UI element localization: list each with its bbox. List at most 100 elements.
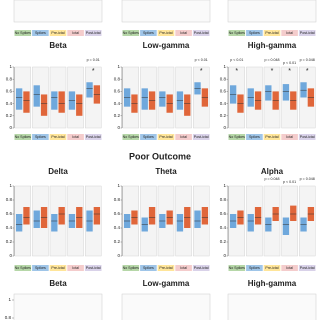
category-chip xyxy=(84,134,102,140)
y-tick-label: 0.2 xyxy=(6,239,13,244)
p-value: p = 0.048 xyxy=(300,58,315,62)
box xyxy=(51,214,58,232)
y-tick-label: 0.6 xyxy=(220,211,227,216)
box xyxy=(290,205,297,221)
panel-frame xyxy=(121,0,211,23)
box xyxy=(40,94,48,116)
box xyxy=(265,85,272,101)
category-chip xyxy=(32,265,49,271)
p-value: p < 0.01 xyxy=(195,58,208,62)
category-label: Spikes xyxy=(249,266,260,270)
category-chip xyxy=(32,134,49,140)
category-label: Ictal xyxy=(180,135,187,139)
cropped-top-panels xyxy=(13,0,317,23)
category-chip xyxy=(246,265,263,271)
group-frame xyxy=(263,66,281,129)
box xyxy=(184,94,191,116)
panel-title: Beta xyxy=(49,41,67,50)
panel-title: High-gamma xyxy=(248,279,297,288)
y-tick-label: 0.2 xyxy=(114,239,121,244)
category-label: Post-ictal xyxy=(300,31,315,35)
y-tick-label: 0.4 xyxy=(220,101,227,106)
significance-star: * xyxy=(288,68,291,75)
category-label: Pre-ictal xyxy=(159,266,172,270)
box xyxy=(254,207,262,225)
category-label: Pre-ictal xyxy=(159,135,172,139)
panel-frame xyxy=(13,0,103,23)
category-chip xyxy=(122,265,140,271)
panel-frame xyxy=(13,293,103,320)
category-label: No Spikes xyxy=(123,266,140,270)
category-chip xyxy=(49,30,67,36)
y-tick-label: 0.8 xyxy=(114,197,121,202)
category-chip xyxy=(298,265,316,271)
y-tick-label: 0.8 xyxy=(220,197,227,202)
category-label: Spikes xyxy=(249,31,260,35)
group-frame xyxy=(175,185,192,257)
category-label: Ictal xyxy=(180,266,187,270)
category-label: Post-ictal xyxy=(194,31,209,35)
category-chip xyxy=(157,265,175,271)
category-label: Ictal xyxy=(286,266,293,270)
box xyxy=(86,82,93,98)
y-tick-label: 0 xyxy=(223,253,226,258)
group-frame xyxy=(14,185,32,257)
category-label: Post-ictal xyxy=(300,135,315,139)
p-value: p < 0.01 xyxy=(230,58,243,62)
p-value: p = 0.048 xyxy=(300,177,315,181)
category-chip xyxy=(192,30,210,36)
category-label: Spikes xyxy=(35,135,46,139)
category-chip xyxy=(281,265,298,271)
category-label: No Spikes xyxy=(15,135,32,139)
section-title: Poor Outcome xyxy=(129,151,191,161)
category-label: Spikes xyxy=(143,135,154,139)
y-tick-label: 0.8 xyxy=(6,197,13,202)
category-chip xyxy=(67,265,84,271)
group-frame xyxy=(263,185,281,257)
category-chip xyxy=(175,265,192,271)
y-tick-label: 0 xyxy=(117,125,120,130)
category-label: Ictal xyxy=(72,135,79,139)
group-frame xyxy=(299,185,316,257)
y-tick-label: 0.2 xyxy=(6,113,13,118)
box xyxy=(176,214,184,232)
box xyxy=(141,88,148,110)
group-frame xyxy=(228,185,246,257)
panel-title: Low-gamma xyxy=(143,41,190,50)
y-tick-label: 1 xyxy=(8,297,11,302)
y-tick-label: 0 xyxy=(117,253,120,258)
y-tick-label: 0.6 xyxy=(6,211,13,216)
box xyxy=(58,207,65,225)
category-label: Post-ictal xyxy=(194,266,209,270)
category-label: Ictal xyxy=(72,266,79,270)
category-chip xyxy=(84,30,102,36)
box xyxy=(282,217,290,235)
category-chip xyxy=(228,30,246,36)
category-chip xyxy=(246,134,263,140)
category-label: Pre-ictal xyxy=(51,135,64,139)
panel-title: Beta xyxy=(49,279,67,288)
box xyxy=(93,207,101,225)
y-tick-label: 0 xyxy=(9,253,12,258)
category-chip xyxy=(14,134,32,140)
group-frame xyxy=(67,185,84,257)
panel-frame xyxy=(227,293,317,320)
category-chip xyxy=(175,30,192,36)
category-label: No Spikes xyxy=(229,31,246,35)
p-value: p = 0.01 xyxy=(87,58,100,62)
category-label: Ictal xyxy=(180,31,187,35)
category-label: Post-ictal xyxy=(86,135,101,139)
group-frame xyxy=(281,66,298,129)
y-tick-label: 0.8 xyxy=(220,76,227,81)
category-label: Spikes xyxy=(249,135,260,139)
category-chip xyxy=(298,30,316,36)
y-tick-label: 0.4 xyxy=(220,225,227,230)
box xyxy=(33,210,40,228)
significance-star: * xyxy=(306,68,309,75)
category-label: No Spikes xyxy=(123,31,140,35)
category-chip xyxy=(140,134,157,140)
category-chip xyxy=(32,30,49,36)
category-label: Post-ictal xyxy=(300,266,315,270)
y-tick-label: 0.4 xyxy=(6,101,13,106)
